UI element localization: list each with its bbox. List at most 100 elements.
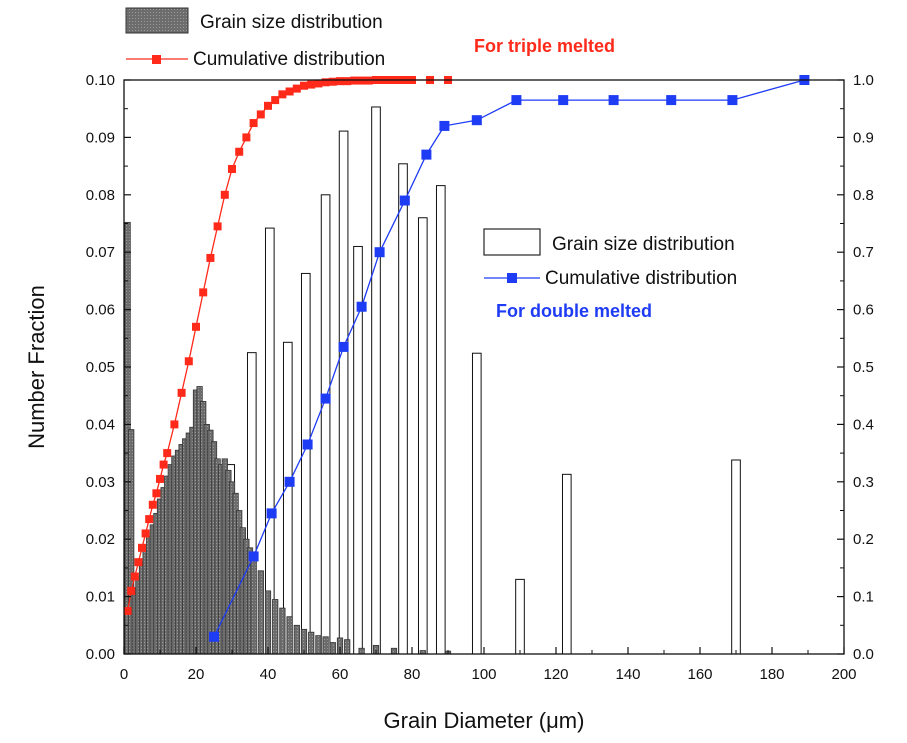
double-melted-bar-10: [417, 217, 428, 655]
triple-melted-bar-37: [264, 590, 272, 655]
y-axis-right: 0.0 0.1 0.2 0.3 0.4 0.5 0.6 0.7 0.8 0.9 1.0: [837, 72, 874, 663]
triple-melted-bar-35: [250, 556, 257, 655]
y-left-tick-label-6: 0.06: [86, 302, 115, 319]
double-melted-cumulative-point-2: [266, 508, 277, 519]
double-melted-cumulative-point-16: [666, 95, 677, 106]
annotation-double-melted: For double melted: [496, 301, 652, 321]
triple-melted-cumulative-point-3: [134, 558, 143, 567]
triple-melted-cumulative-point-20: [228, 164, 236, 173]
triple-melted-bar-46: [329, 642, 336, 655]
triple-melted-cumulative-point-36: [343, 77, 352, 86]
triple-melted-bar-48: [344, 639, 351, 655]
y-right-tick-label-10: 1.0: [853, 72, 874, 89]
double-melted-bar-8: [371, 106, 381, 655]
double-melted-cumulative-point-10: [421, 149, 432, 160]
triple-melted-cumulative-point-21: [235, 147, 244, 156]
legend-swatch-white-bar: [483, 228, 541, 256]
double-melted-cumulative-point-14: [558, 95, 569, 106]
double-melted-cumulative-point-8: [374, 247, 385, 258]
double-melted-bar-13: [515, 578, 525, 655]
triple-melted-bar-45: [322, 636, 329, 655]
triple-melted-cumulative-point-15: [192, 322, 200, 331]
triple-melted-cumulative-point-23: [249, 119, 258, 128]
triple-melted-cumulative-point-32: [314, 79, 323, 88]
legend-double-melted: Grain size distribution Cumulative distr…: [483, 228, 737, 321]
x-tick-label-3: 60: [332, 666, 349, 683]
double-melted-cumulative-point-3: [284, 476, 295, 487]
triple-melted-bar-38: [272, 599, 279, 655]
double-melted-bar-5: [320, 194, 331, 655]
y-left-tick-label-8: 0.08: [86, 187, 115, 204]
y-right-tick-label-0: 0.0: [853, 646, 874, 663]
legend-swatch-gray-bar: [125, 7, 189, 34]
triple-melted-cumulative-point-6: [145, 515, 154, 524]
triple-melted-bar-44: [315, 635, 322, 655]
y-right-tick-label-4: 0.4: [853, 416, 874, 433]
y-right-tick-label-2: 0.2: [853, 531, 874, 548]
legend-label-cumulative-triple: Cumulative distribution: [193, 49, 385, 70]
double-melted-bar-4: [300, 272, 311, 655]
x-tick-label-5: 100: [471, 666, 496, 683]
triple-melted-bar-41: [293, 624, 300, 655]
double-melted-bar-3: [282, 341, 293, 655]
triple-melted-bar-36: [257, 570, 264, 655]
triple-melted-cumulative-point-14: [184, 357, 193, 366]
triple-melted-cumulative-point-34: [328, 77, 337, 86]
x-tick-label-10: 200: [831, 666, 856, 683]
triple-melted-cumulative-point-9: [156, 474, 164, 483]
y-left-tick-label-9: 0.09: [86, 129, 115, 146]
triple-melted-cumulative-point-11: [163, 449, 172, 458]
x-tick-label-8: 160: [687, 666, 712, 683]
double-melted-bar-2: [264, 227, 275, 655]
x-tick-label-0: 0: [120, 666, 128, 683]
double-melted-cumulative-point-11: [439, 120, 450, 131]
triple-melted-cumulative-point-24: [256, 110, 265, 119]
double-melted-bar-15: [731, 459, 741, 655]
double-melted-bar-14: [561, 473, 572, 655]
y-left-tick-label-4: 0.04: [86, 416, 115, 433]
triple-melted-cumulative-point-12: [170, 420, 179, 429]
y-right-tick-label-1: 0.1: [853, 589, 874, 606]
double-melted-cumulative-line: [209, 75, 810, 642]
y-axis-title: Number Fraction: [24, 285, 49, 449]
triple-melted-cumulative-point-0: [123, 606, 132, 615]
y-left-tick-label-10: 0.10: [86, 72, 115, 89]
annotation-triple-melted: For triple melted: [474, 36, 615, 56]
y-left-tick-label-2: 0.02: [86, 531, 115, 548]
double-melted-bars: [225, 106, 741, 655]
triple-melted-bar-51: [390, 647, 398, 655]
legend-swatch-blue-marker: [507, 273, 517, 283]
y-right-tick-label-9: 0.9: [853, 129, 874, 146]
triple-melted-cumulative-point-33: [321, 78, 330, 87]
double-melted-cumulative-point-17: [727, 95, 738, 106]
triple-melted-cumulative-point-27: [278, 90, 287, 99]
double-melted-cumulative-point-12: [471, 115, 482, 126]
triple-melted-cumulative-point-16: [199, 288, 208, 297]
y-right-tick-label-6: 0.6: [853, 302, 874, 319]
double-melted-bar-9: [398, 163, 408, 655]
triple-melted-cumulative-point-31: [307, 80, 316, 89]
triple-melted-cumulative-point-29: [292, 84, 301, 93]
triple-melted-cumulative-point-35: [336, 77, 344, 86]
y-right-tick-label-5: 0.5: [853, 359, 874, 376]
y-left-tick-label-0: 0.00: [86, 646, 115, 663]
triple-melted-cumulative-point-10: [159, 460, 168, 469]
triple-melted-bar-40: [286, 616, 293, 655]
triple-melted-cumulative-point-19: [220, 190, 229, 199]
triple-melted-bar-43: [308, 631, 315, 655]
legend-triple-melted: Grain size distribution Cumulative distr…: [125, 7, 615, 70]
triple-melted-cumulative-point-26: [271, 96, 280, 105]
plot-area: [123, 75, 810, 655]
double-melted-cumulative-point-6: [338, 341, 349, 352]
y-left-tick-label-1: 0.01: [86, 589, 115, 606]
double-melted-cumulative-point-5: [320, 393, 331, 404]
x-tick-label-7: 140: [615, 666, 640, 683]
triple-melted-cumulative-point-13: [177, 388, 186, 397]
triple-melted-cumulative-point-1: [127, 586, 136, 595]
triple-melted-bar-39: [279, 607, 286, 655]
double-melted-cumulative-point-7: [356, 301, 367, 312]
y-left-tick-label-5: 0.05: [86, 359, 115, 376]
triple-melted-cumulative-point-22: [242, 133, 251, 142]
triple-melted-bar-49: [358, 647, 365, 655]
